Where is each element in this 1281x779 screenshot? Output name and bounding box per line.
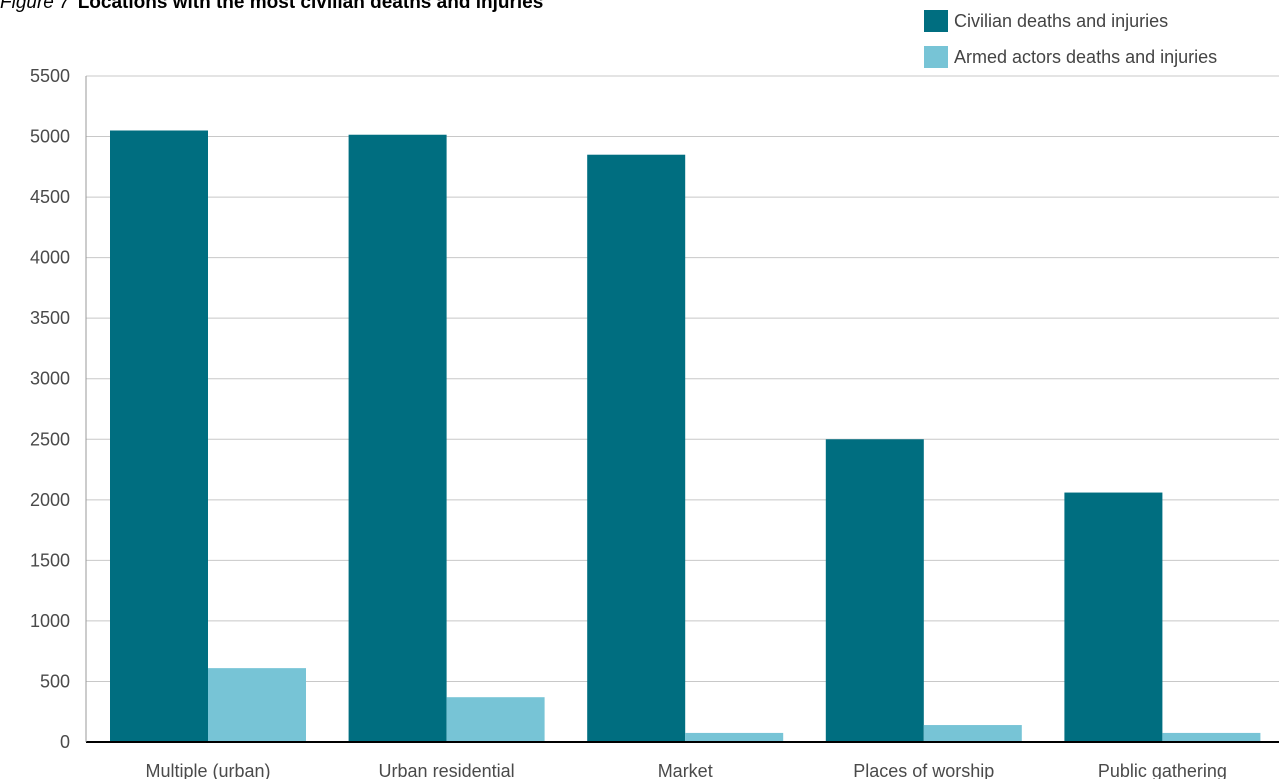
y-tick-label: 5500 (30, 66, 70, 86)
y-tick-label: 4500 (30, 187, 70, 207)
figure-label: Figure 7 (0, 0, 70, 13)
chart-title-text: Locations with the most civilian deaths … (77, 0, 544, 13)
x-category-label: Multiple (urban) (145, 761, 270, 779)
y-tick-label: 3500 (30, 308, 70, 328)
bars (110, 130, 1261, 742)
y-tick-label: 1500 (30, 550, 70, 570)
bar-civilian (1064, 492, 1163, 742)
legend-label-civilian: Civilian deaths and injuries (954, 11, 1169, 31)
bar-armed-actors (923, 725, 1022, 742)
bar-armed-actors (1162, 732, 1261, 742)
x-category-label: Public gathering (1098, 761, 1227, 779)
legend-label-armed-actors: Armed actors deaths and injuries (954, 47, 1218, 67)
y-tick-label: 0 (60, 732, 70, 752)
bar-armed-actors (208, 668, 306, 742)
bar-armed-actors (685, 732, 784, 742)
bar-civilian (825, 439, 924, 742)
bar-civilian (587, 154, 686, 742)
x-category-label: Market (658, 761, 713, 779)
y-tick-label: 4000 (30, 248, 70, 268)
y-tick-label: 5000 (30, 127, 70, 147)
bar-civilian (110, 130, 208, 742)
legend-swatch-armed-actors (924, 46, 948, 68)
y-tick-label: 2500 (30, 429, 70, 449)
y-tick-label: 500 (40, 671, 70, 691)
y-tick-label: 3000 (30, 369, 70, 389)
bar-armed-actors (446, 697, 545, 742)
x-category-label: Places of worship (853, 761, 994, 779)
y-tick-label: 2000 (30, 490, 70, 510)
y-axis-ticks: 0 500 1000 1500 2000 2500 3000 3500 4000 4500 5000… (30, 66, 70, 752)
x-axis-categories: Multiple (urban) Urban residential Market P… (145, 761, 1226, 779)
bar-civilian (348, 134, 447, 742)
y-tick-label: 1000 (30, 611, 70, 631)
chart-title: Figure 7 Locations with the most civilian… (0, 0, 543, 14)
x-category-label: Urban residential (379, 761, 515, 779)
legend-swatch-civilian (924, 10, 948, 32)
